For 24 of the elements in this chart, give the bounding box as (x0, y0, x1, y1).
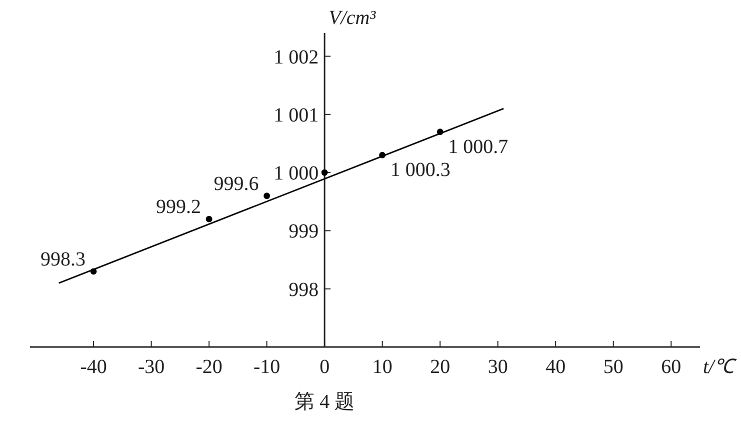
x-tick: -10 (253, 356, 280, 378)
y-tick: 1 002 (274, 46, 319, 68)
xlabel: t/℃ (703, 356, 734, 378)
y-tick: 1 001 (274, 104, 319, 126)
x-tick: -40 (80, 356, 107, 378)
x-tick: 20 (430, 356, 450, 378)
data-label: 1 000.3 (390, 159, 450, 182)
data-label: 998.3 (40, 248, 86, 270)
y-tick: 999 (288, 220, 319, 243)
ylabel: V/cm³ (328, 7, 376, 29)
x-tick: 10 (372, 356, 392, 378)
data-label: 999.2 (156, 196, 202, 218)
data-label: 1 000.7 (448, 136, 508, 158)
x-tick: 40 (546, 356, 566, 378)
x-tick: 30 (488, 356, 508, 378)
x-tick: 50 (603, 356, 624, 378)
annotation: 第 4 题 (294, 391, 355, 413)
x-tick: 0 (320, 356, 330, 378)
x-tick: -30 (138, 356, 165, 378)
data-label: 999.6 (214, 172, 259, 195)
x-tick: -20 (196, 356, 222, 378)
y-tick: 998 (288, 278, 319, 301)
x-tick: 60 (661, 356, 682, 378)
y-tick: 1 000 (274, 162, 319, 185)
